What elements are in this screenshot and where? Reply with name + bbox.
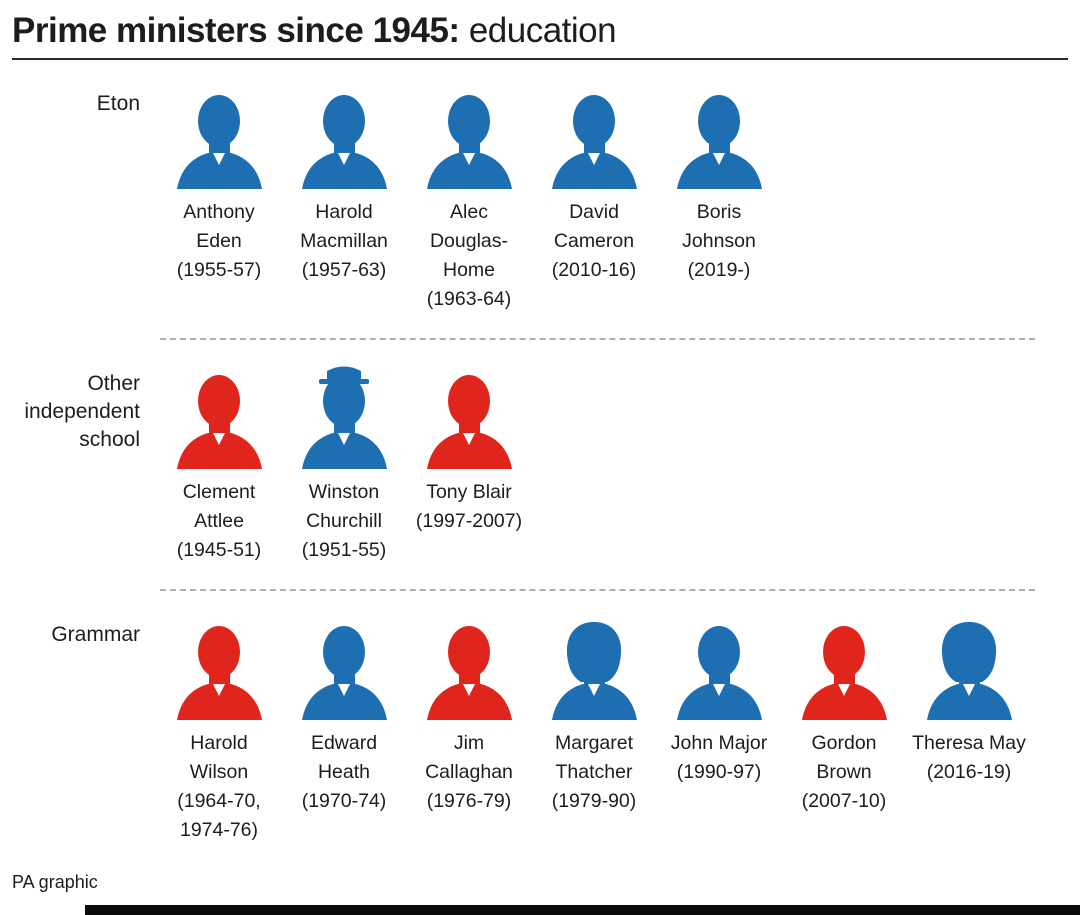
bottom-bar [85, 905, 1080, 915]
footer: PA graphic [12, 871, 98, 893]
title-regular: education [459, 11, 617, 50]
pm-name: Jim Callaghan [425, 732, 513, 783]
pm-card: David Cameron (2010-16) [533, 84, 655, 314]
pm-name: John Major [670, 732, 768, 754]
pm-card: Alec Douglas-Home (1963-64) [408, 84, 530, 314]
education-section: Eton Anthony Eden (1955-57) Harold Macmilla… [0, 84, 1080, 314]
pm-dates: (1951-55) [301, 539, 387, 561]
bust-male-icon [172, 615, 267, 720]
pm-card: John Major (1990-97) [658, 615, 780, 845]
pm-dates: (2016-19) [926, 761, 1012, 783]
pm-dates: (1957-63) [301, 259, 387, 281]
bust-male-icon [797, 615, 892, 720]
pm-name: Winston Churchill [306, 481, 382, 532]
pm-name: Clement Attlee [182, 481, 256, 532]
pm-name: Tony Blair [426, 481, 512, 503]
sections: Eton Anthony Eden (1955-57) Harold Macmilla… [0, 84, 1080, 845]
pm-dates: (2010-16) [551, 259, 637, 281]
bust-male-icon [422, 364, 517, 469]
pm-dates: (1964-70, 1974-76) [177, 790, 261, 841]
pm-name: Edward Heath [310, 732, 378, 783]
bust-male-icon [297, 84, 392, 189]
pm-dates: (1990-97) [676, 761, 762, 783]
pm-row: Harold Wilson (1964-70, 1974-76) Edward He… [158, 615, 1030, 845]
bust-female-icon [922, 615, 1017, 720]
pm-name: Harold Macmillan [300, 201, 388, 252]
education-section: Grammar Harold Wilson (1964-70, 1974-76) Ed… [0, 615, 1080, 845]
header: Prime ministers since 1945: education [0, 0, 1080, 60]
bust-male-icon [422, 615, 517, 720]
page-title: Prime ministers since 1945: education [12, 10, 1068, 52]
bust-male-icon [172, 84, 267, 189]
pm-card: Margaret Thatcher (1979-90) [533, 615, 655, 845]
pm-card: Harold Wilson (1964-70, 1974-76) [158, 615, 280, 845]
pm-name: Alec Douglas-Home [429, 201, 509, 281]
pm-card: Anthony Eden (1955-57) [158, 84, 280, 314]
pm-name: Theresa May [912, 732, 1026, 754]
pm-card: Jim Callaghan (1976-79) [408, 615, 530, 845]
pm-name: David Cameron [553, 201, 635, 252]
title-bold: Prime ministers since 1945: [12, 11, 460, 50]
row-label: Other independent school [24, 372, 140, 451]
row-label: Grammar [51, 623, 140, 646]
pm-dates: (1963-64) [426, 288, 512, 310]
pm-card: Harold Macmillan (1957-63) [283, 84, 405, 314]
pm-name: Margaret Thatcher [554, 732, 634, 783]
bust-male-icon [422, 84, 517, 189]
bust-male-icon [672, 615, 767, 720]
pm-dates: (1997-2007) [415, 510, 523, 532]
pm-name: Gordon Brown [811, 732, 877, 783]
pm-card: Winston Churchill (1951-55) [283, 364, 405, 565]
pm-card: Clement Attlee (1945-51) [158, 364, 280, 565]
bust-hat-icon [297, 364, 392, 469]
bust-male-icon [547, 84, 642, 189]
bust-female-icon [547, 615, 642, 720]
pm-card: Theresa May (2016-19) [908, 615, 1030, 845]
pm-row: Clement Attlee (1945-51) Winston Churchill… [158, 364, 530, 565]
pm-dates: (1979-90) [551, 790, 637, 812]
pm-card: Edward Heath (1970-74) [283, 615, 405, 845]
bust-male-icon [172, 364, 267, 469]
pm-dates: (1955-57) [176, 259, 262, 281]
bust-male-icon [297, 615, 392, 720]
pm-name: Boris Johnson [682, 201, 756, 252]
pm-name: Harold Wilson [189, 732, 249, 783]
pm-dates: (1976-79) [426, 790, 512, 812]
pm-card: Tony Blair (1997-2007) [408, 364, 530, 565]
pm-dates: (1970-74) [301, 790, 387, 812]
pm-card: Gordon Brown (2007-10) [783, 615, 905, 845]
education-section: Other independent school Clement Attlee (1… [0, 364, 1080, 565]
credit: PA graphic [12, 872, 98, 892]
pm-dates: (2007-10) [801, 790, 887, 812]
title-divider [12, 58, 1068, 60]
pm-card: Boris Johnson (2019-) [658, 84, 780, 314]
bust-male-icon [672, 84, 767, 189]
pm-row: Anthony Eden (1955-57) Harold Macmillan (19… [158, 84, 780, 314]
pm-dates: (2019-) [687, 259, 751, 281]
pm-dates: (1945-51) [176, 539, 262, 561]
section-divider [160, 589, 1035, 591]
row-label: Eton [96, 92, 140, 115]
section-divider [160, 338, 1035, 340]
pm-name: Anthony Eden [183, 201, 255, 252]
